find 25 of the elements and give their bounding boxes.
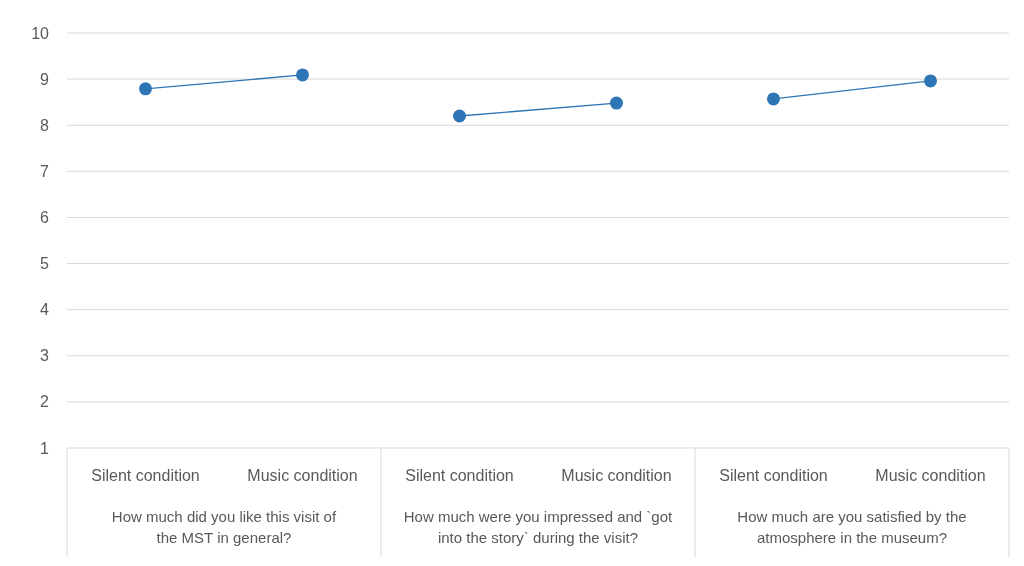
point (767, 92, 780, 106)
point (924, 74, 937, 88)
y-tick-label: 2 (40, 393, 50, 411)
y-tick-label: 8 (40, 116, 50, 134)
y-tick-label: 9 (40, 70, 50, 88)
y-tick-label: 1 (40, 439, 50, 457)
y-tick-label: 3 (40, 347, 50, 365)
y-tick-label: 7 (40, 162, 50, 180)
text: How much are you satisfied by the atmosphere in the museum? (737, 508, 967, 546)
text: How much were you impressed and `got into the story` during the visit? (403, 508, 674, 546)
x-tick-label: Silent condition (719, 467, 828, 484)
y-tick-label: 6 (40, 209, 50, 227)
text: How much did you like this visit of the MST in general? (111, 508, 337, 546)
x-tick-label: Silent condition (91, 467, 200, 484)
point (610, 96, 623, 110)
y-tick-label: 10 (31, 24, 50, 42)
x-tick-label: Silent condition (405, 467, 514, 484)
x-tick-label: Music condition (561, 467, 672, 484)
x-tick-label: Music condition (247, 467, 358, 484)
point (139, 82, 152, 96)
point (453, 109, 466, 123)
point (296, 68, 309, 82)
y-tick-label: 5 (40, 255, 50, 273)
y-tick-label: 4 (40, 301, 50, 319)
x-tick-label: Music condition (875, 467, 986, 484)
